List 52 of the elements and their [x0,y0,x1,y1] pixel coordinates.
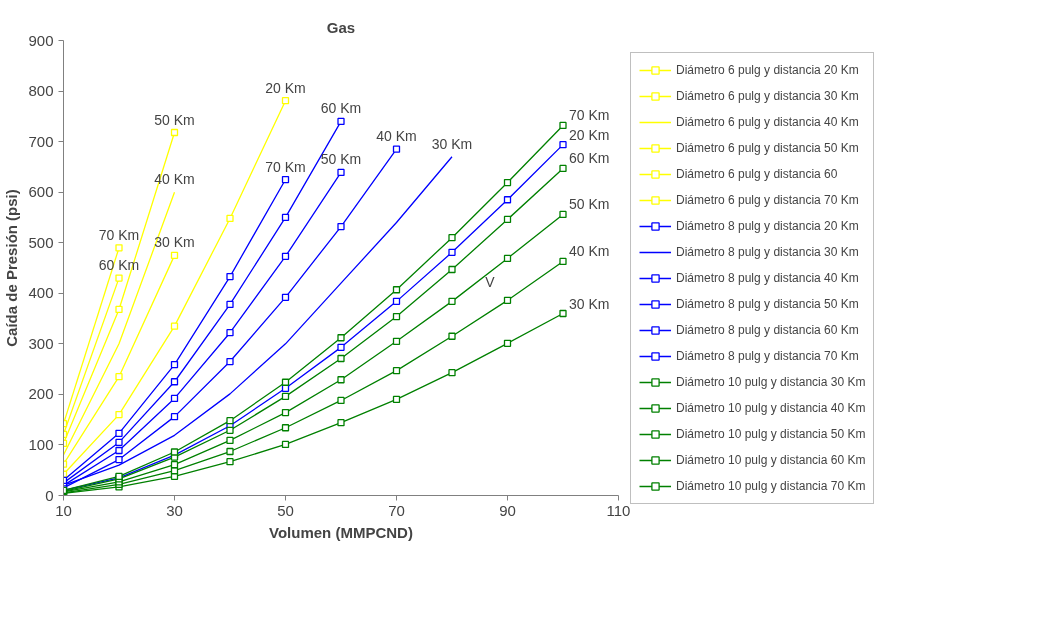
legend-label: Diámetro 6 pulg y distancia 60 [676,167,838,181]
legend-label: Diámetro 6 pulg y distancia 50 Km [676,141,859,155]
legend-label: Diámetro 10 pulg y distancia 30 Km [676,375,866,389]
legend-label: Diámetro 10 pulg y distancia 70 Km [676,479,866,493]
annotation: 30 Km [569,295,610,312]
x-tick-label: 30 [166,501,183,519]
legend-label: Diámetro 8 pulg y distancia 70 Km [676,349,859,363]
annotation: 30 Km [154,234,195,251]
annotation: 30 Km [431,135,473,152]
chart-title: Gas [326,18,356,36]
y-axis-title: Caída de Presión (psi) [3,189,21,347]
y-tick-label: 200 [28,385,54,403]
x-tick-label: 50 [277,501,294,519]
y-tick-label: 700 [28,132,54,150]
legend-label: Diámetro 10 pulg y distancia 50 Km [676,427,866,441]
x-tick-label: 10 [55,501,72,519]
legend-label: Diámetro 10 pulg y distancia 40 Km [676,401,866,415]
x-axis-title: Volumen (MMPCND) [269,523,413,541]
annotation: 20 Km [265,79,306,96]
annotation: 70 Km [98,226,140,243]
legend-label: Diámetro 10 pulg y distancia 60 Km [676,453,866,467]
annotation: 70 Km [265,158,306,175]
legend-label: Diámetro 8 pulg y distancia 40 Km [676,271,859,285]
y-tick-label: 400 [28,284,54,302]
x-tick-label: 70 [388,501,405,519]
annotation: V [485,273,496,290]
annotation: 50 Km [569,196,610,213]
annotation: 40 Km [569,243,610,260]
legend-label: Diámetro 8 pulg y distancia 20 Km [676,219,859,233]
y-tick-label: 0 [45,486,54,504]
annotation: 60 Km [569,150,610,167]
y-tick-label: 600 [28,183,54,201]
annotation: 20 Km [569,126,610,143]
annotation: 60 Km [320,100,362,117]
legend-label: Diámetro 6 pulg y distancia 30 Km [676,89,859,103]
legend-label: Diámetro 6 pulg y distancia 40 Km [676,115,859,129]
x-tick-label: 110 [606,501,631,519]
legend-label: Diámetro 8 pulg y distancia 60 Km [676,323,859,337]
x-tick-label: 90 [499,501,516,519]
legend-label: Diámetro 8 pulg y distancia 50 Km [676,297,859,311]
annotation: 40 Km [376,128,417,145]
y-tick-label: 900 [28,31,54,49]
y-tick-label: 800 [28,82,54,100]
legend-label: Diámetro 6 pulg y distancia 20 Km [676,63,859,77]
legend-label: Diámetro 8 pulg y distancia 30 Km [676,245,859,259]
legend-label: Diámetro 6 pulg y distancia 70 Km [676,193,859,207]
annotation: 50 Km [154,111,195,128]
y-tick-label: 100 [28,435,54,453]
y-tick-label: 500 [28,233,54,251]
y-tick-label: 300 [28,334,54,352]
annotation: 50 Km [320,151,362,168]
annotation: 70 Km [569,107,610,124]
